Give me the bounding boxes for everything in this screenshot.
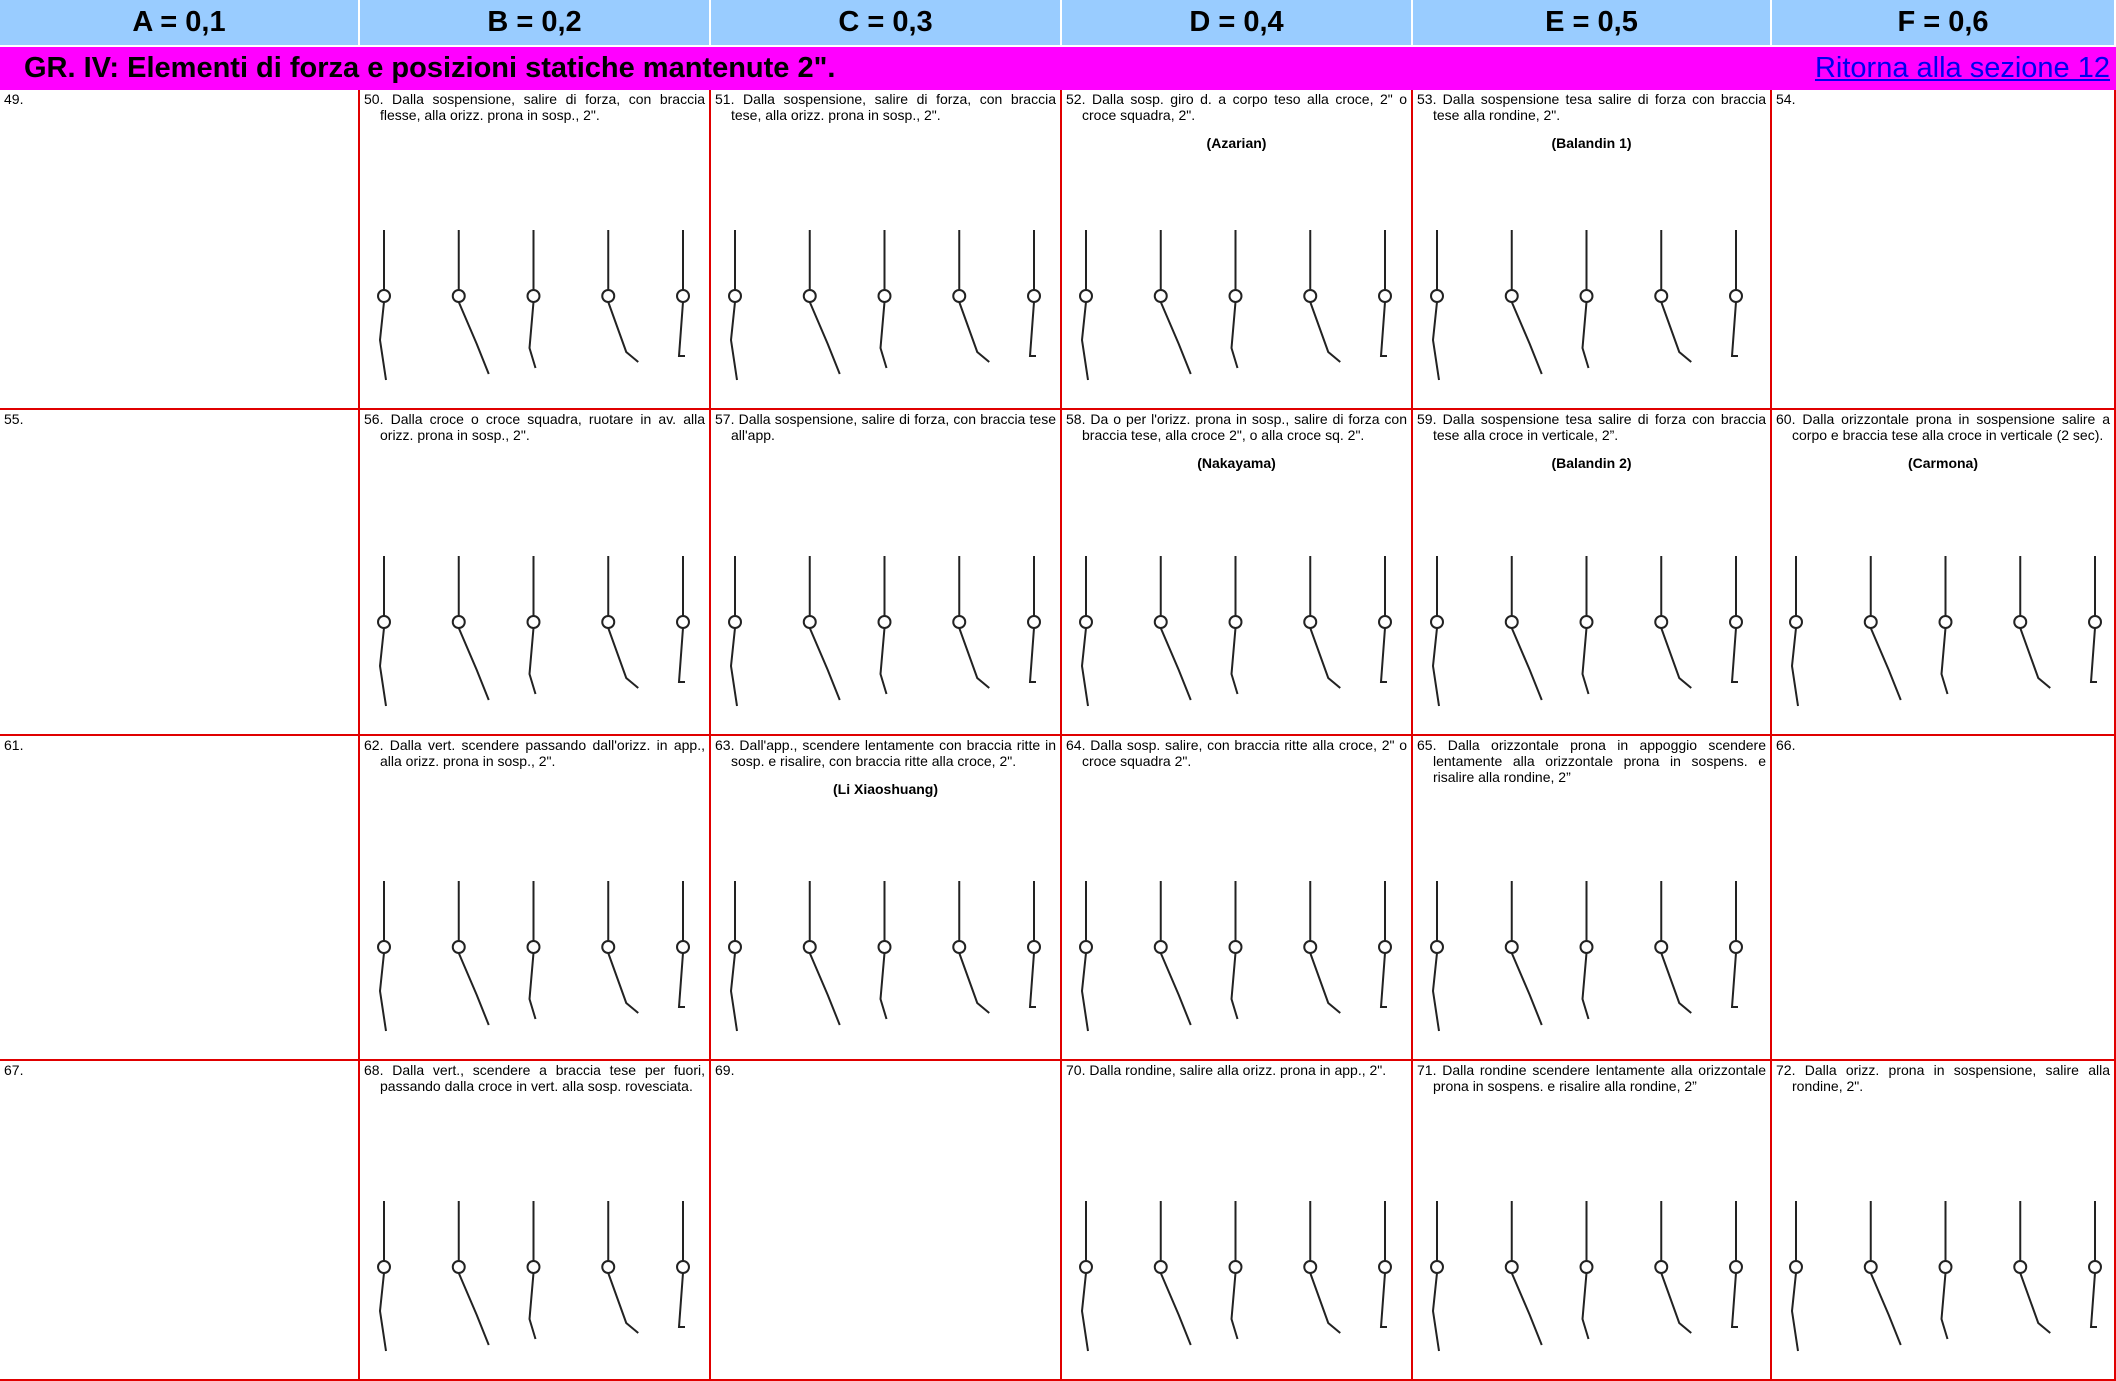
cell: 71. Dalla rondine scendere lentamente al… — [1413, 1061, 1772, 1381]
cell-text: 70. Dalla rondine, salire alla orizz. pr… — [1066, 1062, 1387, 1078]
section-title: GR. IV: Elementi di forza e posizioni st… — [24, 52, 836, 84]
illustration — [728, 230, 1041, 381]
cell-text: 56. Dalla croce o croce squadra, ruotare… — [364, 411, 705, 443]
column-header: F = 0,6 — [1772, 0, 2116, 47]
illustration — [377, 556, 690, 707]
cell: 64. Dalla sosp. salire, con braccia ritt… — [1062, 736, 1413, 1061]
cell: 65. Dalla orizzontale prona in appoggio … — [1413, 736, 1772, 1061]
cell: 62. Dalla vert. scendere passando dall'o… — [360, 736, 711, 1061]
illustration — [1430, 230, 1743, 381]
cell: 51. Dalla sospensione, salire di forza, … — [711, 90, 1062, 410]
cell-text: 54. — [1776, 91, 1796, 107]
cell-text: 62. Dalla vert. scendere passando dall'o… — [364, 737, 705, 769]
column-header: E = 0,5 — [1413, 0, 1772, 47]
cell-text: 53. Dalla sospensione tesa salire di for… — [1417, 91, 1766, 123]
column-header: C = 0,3 — [711, 0, 1062, 47]
column-header: A = 0,1 — [0, 0, 360, 47]
illustration — [1430, 881, 1743, 1032]
column-header: B = 0,2 — [360, 0, 711, 47]
element-name: (Li Xiaoshuang) — [833, 781, 938, 797]
cell: 58. Da o per l'orizz. prona in sosp., sa… — [1062, 410, 1413, 736]
illustration — [1079, 230, 1392, 381]
illustration — [377, 230, 690, 381]
cell-text: 49. — [4, 91, 24, 107]
cell-text: 51. Dalla sospensione, salire di forza, … — [715, 91, 1056, 123]
cell-text: 50. Dalla sospensione, salire di forza, … — [364, 91, 705, 123]
section-link[interactable]: Ritorna alla sezione 12 — [1814, 52, 2110, 84]
cell: 60. Dalla orizzontale prona in sospensio… — [1772, 410, 2116, 736]
cell-text: 59. Dalla sospensione tesa salire di for… — [1417, 411, 1766, 443]
cell: 69. — [711, 1061, 1062, 1381]
cell-text: 69. — [715, 1062, 735, 1078]
element-name: (Carmona) — [1907, 455, 1978, 471]
element-name: (Azarian) — [1206, 135, 1267, 151]
illustration — [377, 1201, 690, 1352]
cell-text: 71. Dalla rondine scendere lentamente al… — [1417, 1062, 1766, 1094]
illustration — [1430, 1201, 1743, 1352]
cell: 52. Dalla sosp. giro d. a corpo teso all… — [1062, 90, 1413, 410]
cell: 63. Dall'app., scendere lentamente con b… — [711, 736, 1062, 1061]
cell-text: 68. Dalla vert., scendere a braccia tese… — [364, 1062, 705, 1094]
element-name: (Balandin 2) — [1551, 455, 1632, 471]
cell: 61. — [0, 736, 360, 1061]
illustration — [1789, 556, 2102, 707]
cell: 56. Dalla croce o croce squadra, ruotare… — [360, 410, 711, 736]
cell: 55. — [0, 410, 360, 736]
cell-text: 66. — [1776, 737, 1796, 753]
cell-text: 65. Dalla orizzontale prona in appoggio … — [1417, 737, 1766, 785]
cell: 72. Dalla orizz. prona in sospensione, s… — [1772, 1061, 2116, 1381]
column-header: D = 0,4 — [1062, 0, 1413, 47]
cell: 66. — [1772, 736, 2116, 1061]
illustration — [1079, 1201, 1392, 1352]
element-name: (Nakayama) — [1197, 455, 1276, 471]
cell-text: 55. — [4, 411, 24, 427]
illustration — [1079, 881, 1392, 1032]
cell: 54. — [1772, 90, 2116, 410]
cell: 59. Dalla sospensione tesa salire di for… — [1413, 410, 1772, 736]
cell: 70. Dalla rondine, salire alla orizz. pr… — [1062, 1061, 1413, 1381]
illustration — [728, 556, 1041, 707]
cell: 49. — [0, 90, 360, 410]
cell-text: 67. — [4, 1062, 24, 1078]
illustration — [377, 881, 690, 1032]
cell-text: 57. Dalla sospensione, salire di forza, … — [715, 411, 1056, 443]
cell-text: 58. Da o per l'orizz. prona in sosp., sa… — [1066, 411, 1407, 443]
cell-text: 52. Dalla sosp. giro d. a corpo teso all… — [1066, 91, 1407, 123]
element-name: (Balandin 1) — [1551, 135, 1632, 151]
illustration — [728, 881, 1041, 1032]
cell-text: 64. Dalla sosp. salire, con braccia ritt… — [1066, 737, 1407, 769]
cell: 57. Dalla sospensione, salire di forza, … — [711, 410, 1062, 736]
cell-text: 72. Dalla orizz. prona in sospensione, s… — [1776, 1062, 2110, 1094]
illustration — [1079, 556, 1392, 707]
section-bar: GR. IV: Elementi di forza e posizioni st… — [0, 47, 2116, 90]
cell-text: 60. Dalla orizzontale prona in sospensio… — [1776, 411, 2110, 443]
illustration — [1789, 1201, 2102, 1352]
cell: 67. — [0, 1061, 360, 1381]
cell-text: 61. — [4, 737, 24, 753]
illustration — [1430, 556, 1743, 707]
cell: 53. Dalla sospensione tesa salire di for… — [1413, 90, 1772, 410]
cell: 50. Dalla sospensione, salire di forza, … — [360, 90, 711, 410]
cell: 68. Dalla vert., scendere a braccia tese… — [360, 1061, 711, 1381]
cell-text: 63. Dall'app., scendere lentamente con b… — [715, 737, 1056, 769]
